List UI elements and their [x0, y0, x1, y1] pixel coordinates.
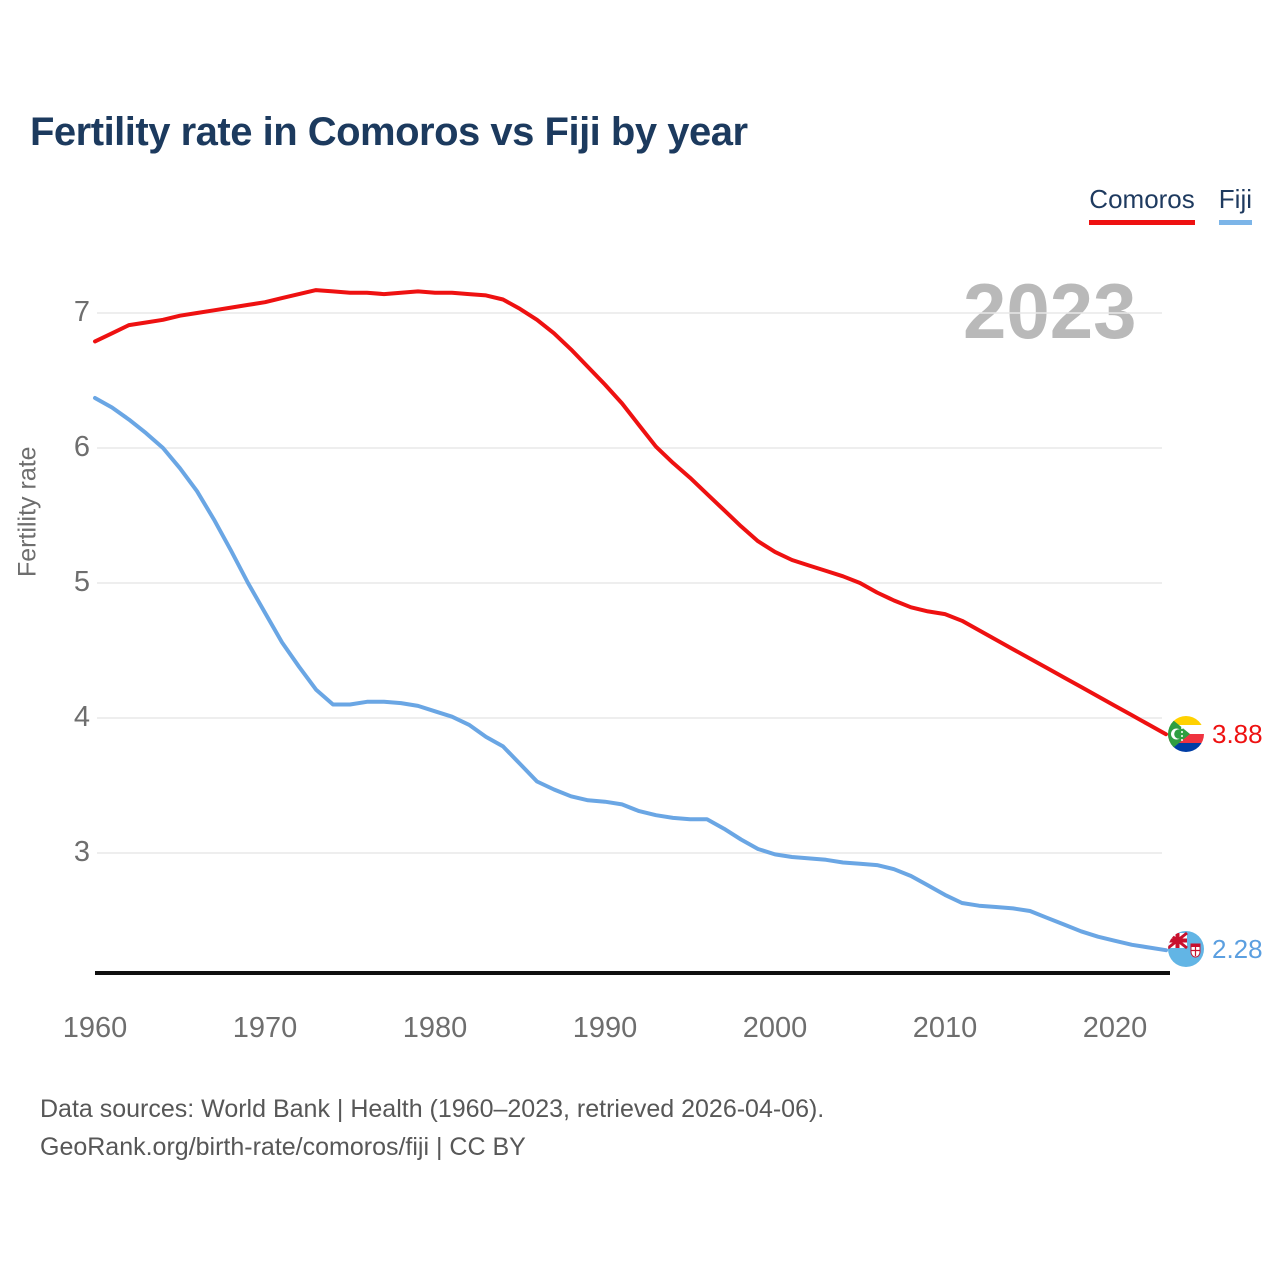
fiji-final-value: 2.28 — [1212, 933, 1263, 964]
x-axis-line — [95, 971, 1170, 975]
page-title: Fertility rate in Comoros vs Fiji by yea… — [30, 110, 748, 154]
comoros-end-label: 3.88 — [1168, 716, 1263, 752]
y-tick-label: 3 — [73, 836, 90, 868]
y-tick-label: 4 — [73, 701, 90, 733]
legend-item-comoros[interactable]: Comoros — [1089, 184, 1195, 225]
comoros-final-value: 3.88 — [1212, 718, 1263, 749]
x-tick-label: 1970 — [232, 1012, 298, 1044]
x-tick-label: 2000 — [742, 1012, 808, 1044]
comoros-line[interactable] — [93, 288, 1168, 737]
x-tick-label: 2020 — [1082, 1012, 1148, 1044]
footer-sources-line: Data sources: World Bank | Health (1960–… — [40, 1095, 825, 1123]
x-tick-label: 1980 — [402, 1012, 468, 1044]
x-tick-label: 1960 — [62, 1012, 128, 1044]
x-tick-label: 1990 — [572, 1012, 638, 1044]
legend-item-fiji[interactable]: Fiji — [1218, 184, 1252, 225]
y-tick-label: 5 — [73, 566, 90, 598]
watermark-year: 2023 — [963, 267, 1137, 355]
fiji-flag-icon — [1168, 931, 1204, 967]
legend: Comoros Fiji — [1089, 184, 1252, 225]
comoros-flag-icon — [1168, 716, 1204, 752]
footer-attribution-line: GeoRank.org/birth-rate/comoros/fiji | CC… — [40, 1133, 526, 1161]
fiji-line[interactable] — [93, 396, 1168, 953]
y-tick-label: 7 — [73, 296, 90, 328]
footer: Data sources: World Bank | Health (1960–… — [40, 1090, 824, 1166]
y-tick-label: 6 — [73, 431, 90, 463]
x-tick-label: 2010 — [912, 1012, 978, 1044]
fiji-end-label: 2.28 — [1168, 931, 1263, 967]
